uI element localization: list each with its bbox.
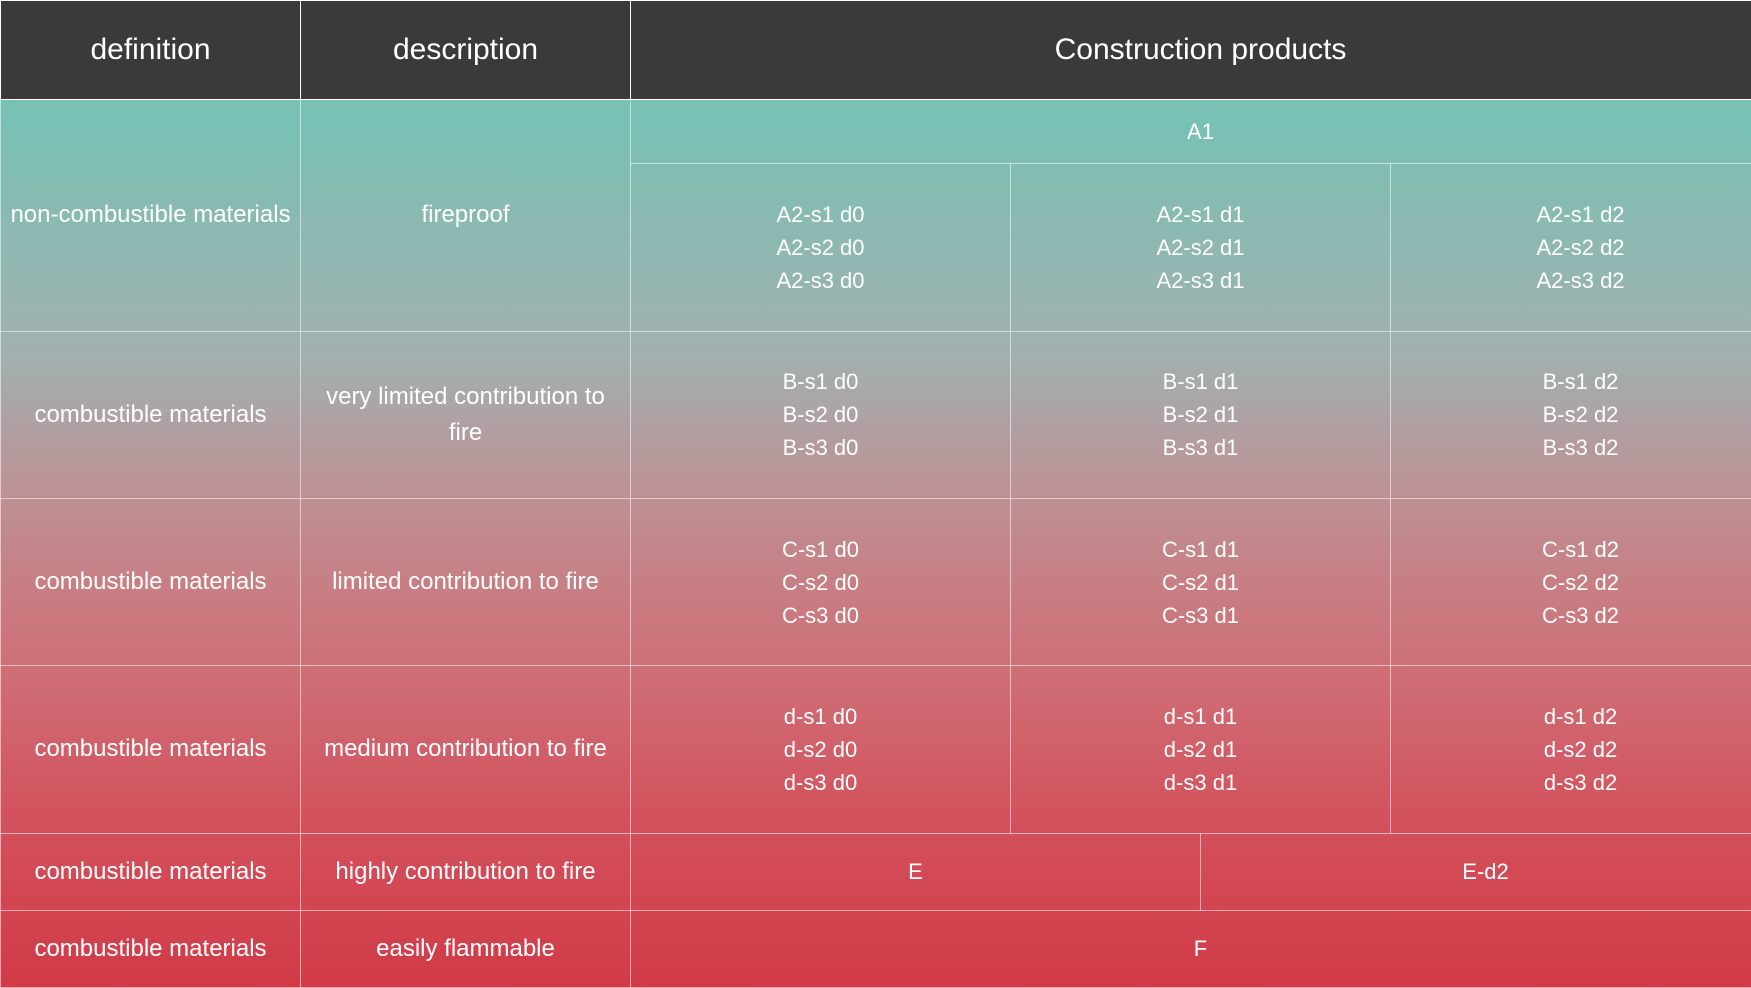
row-e: combustible materials highly contributio…: [1, 833, 1751, 910]
fire-class-table: definition description Construction prod…: [0, 0, 1751, 988]
a-definition: non-combustible materials: [1, 100, 301, 332]
c-cp-d0: C-s1 d0 C-s2 d0 C-s3 d0: [631, 498, 1011, 665]
b-cp-d1: B-s1 d1 B-s2 d1 B-s3 d1: [1011, 331, 1391, 498]
header-row: definition description Construction prod…: [1, 1, 1751, 100]
b-cp-d0: B-s1 d0 B-s2 d0 B-s3 d0: [631, 331, 1011, 498]
a1-cell: A1: [631, 100, 1751, 164]
header-definition: definition: [1, 1, 301, 100]
e-description: highly contribution to fire: [301, 833, 631, 910]
b-cp-d2: B-s1 d2 B-s2 d2 B-s3 d2: [1391, 331, 1751, 498]
c-cp-d1: C-s1 d1 C-s2 d1 C-s3 d1: [1011, 498, 1391, 665]
d-description: medium contribution to fire: [301, 666, 631, 833]
f-description: easily flammable: [301, 910, 631, 987]
f-definition: combustible materials: [1, 910, 301, 987]
row-d: combustible materials medium contributio…: [1, 666, 1751, 833]
row-a1: non-combustible materials fireproof A1 A…: [1, 100, 1751, 164]
a2-cp-d2: A2-s1 d2 A2-s2 d2 A2-s3 d2: [1391, 164, 1751, 331]
row-f: combustible materials easily flammable F…: [1, 910, 1751, 987]
a-description: fireproof: [301, 100, 631, 332]
a2-cp-d0: A2-s1 d0 A2-s2 d0 A2-s3 d0: [631, 164, 1011, 331]
header-construction: Construction products: [631, 1, 1751, 100]
e-definition: combustible materials: [1, 833, 301, 910]
b-description: very limited contribution to fire: [301, 331, 631, 498]
c-definition: combustible materials: [1, 498, 301, 665]
b-definition: combustible materials: [1, 331, 301, 498]
c-cp-d2: C-s1 d2 C-s2 d2 C-s3 d2: [1391, 498, 1751, 665]
a2-cp-d1: A2-s1 d1 A2-s2 d1 A2-s3 d1: [1011, 164, 1391, 331]
row-b: combustible materials very limited contr…: [1, 331, 1751, 498]
row-c: combustible materials limited contributi…: [1, 498, 1751, 665]
d-definition: combustible materials: [1, 666, 301, 833]
d-cp-d1: d-s1 d1 d-s2 d1 d-s3 d1: [1011, 666, 1391, 833]
header-description: description: [301, 1, 631, 100]
e-cp1: E: [631, 833, 1201, 910]
d-cp-d0: d-s1 d0 d-s2 d0 d-s3 d0: [631, 666, 1011, 833]
f-cp: F: [631, 910, 1751, 987]
c-description: limited contribution to fire: [301, 498, 631, 665]
d-cp-d2: d-s1 d2 d-s2 d2 d-s3 d2: [1391, 666, 1751, 833]
e-cp2: E-d2: [1201, 833, 1751, 910]
